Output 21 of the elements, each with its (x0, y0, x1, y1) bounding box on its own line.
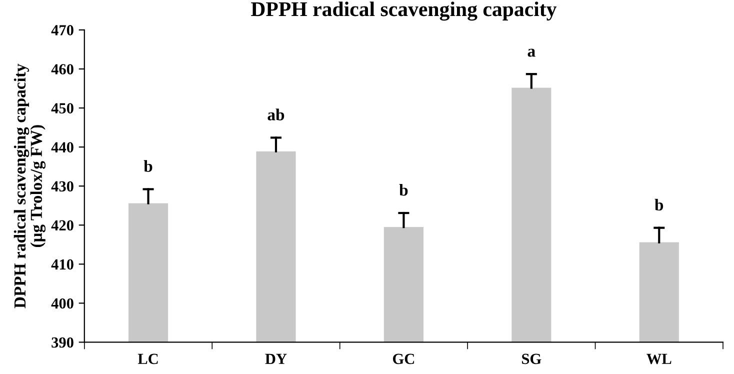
x-tick-label: DY (265, 354, 287, 364)
chart-title: DPPH radical scavenging capacity (251, 2, 557, 21)
annotation: ab (268, 108, 284, 120)
annotation: a (528, 48, 536, 57)
y-tick-label: 450 (51, 103, 74, 114)
annotation: b (654, 198, 664, 211)
y-axis-title: DPPH radical scavenging capacity (μg Trolox/g FW) (14, 64, 46, 308)
y-tick-label: 410 (51, 259, 74, 270)
y-tick-label: 420 (51, 220, 74, 231)
x-tick-label: LC (138, 354, 158, 364)
y-tick-label: 400 (51, 298, 74, 309)
annotation: b (399, 184, 408, 196)
y-tick-label: 430 (51, 181, 74, 192)
y-tick-label: 460 (51, 64, 74, 74)
y-tick-label: 390 (52, 337, 74, 348)
x-tick-label: SG (522, 354, 542, 364)
y-tick-label: 470 (51, 25, 74, 36)
x-tick-label: WL (646, 354, 672, 364)
annotation: b (144, 160, 152, 172)
x-tick-label: GC (392, 354, 414, 364)
y-tick-label: 440 (51, 142, 74, 152)
